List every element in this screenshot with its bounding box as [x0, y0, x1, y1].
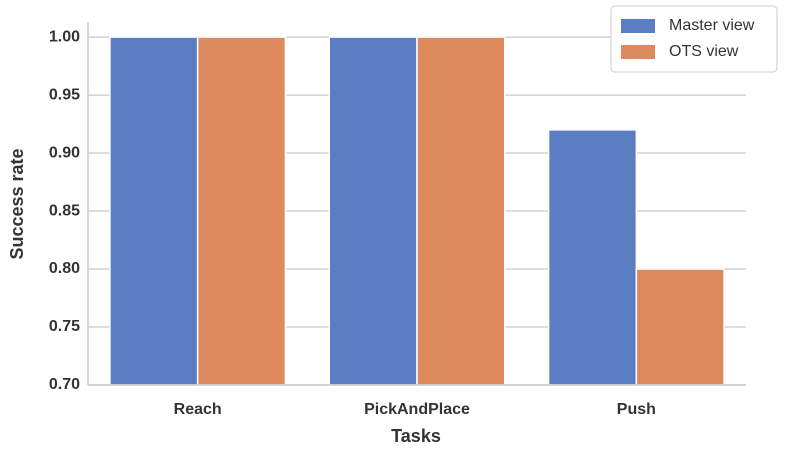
y-tick-label: 0.70	[49, 376, 80, 393]
bar	[547, 129, 638, 386]
bar	[109, 36, 199, 386]
legend-swatch	[621, 19, 655, 33]
x-tick-label: PickAndPlace	[364, 401, 470, 418]
bar	[635, 268, 725, 386]
x-axis-label: Tasks	[391, 426, 441, 446]
bar	[328, 36, 418, 386]
x-tick-label: Reach	[174, 401, 222, 418]
y-tick-label: 0.75	[49, 318, 80, 335]
y-tick-label: 0.95	[49, 86, 80, 103]
legend-swatch	[621, 45, 655, 59]
legend-label: OTS view	[669, 43, 739, 60]
y-tick-label: 0.80	[49, 260, 80, 277]
y-tick-label: 0.85	[49, 202, 80, 219]
y-axis-label: Success rate	[7, 148, 27, 259]
x-tick-label: Push	[617, 401, 656, 418]
bar	[196, 36, 287, 386]
bar	[416, 36, 506, 386]
y-tick-label: 0.90	[49, 144, 80, 161]
legend-label: Master view	[669, 17, 755, 34]
legend-box	[610, 5, 778, 73]
y-tick-label: 1.00	[49, 28, 80, 45]
